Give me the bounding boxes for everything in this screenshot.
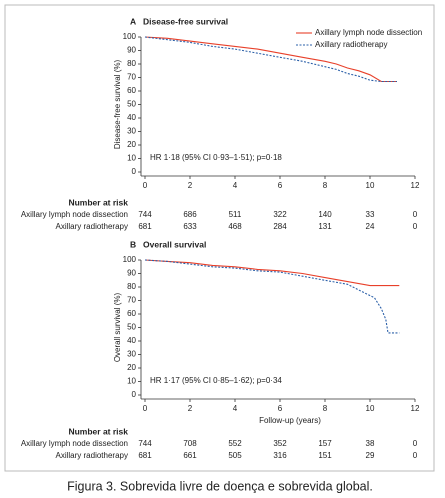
y-tick-label: 40 — [127, 336, 136, 345]
risk-count: 24 — [366, 222, 375, 231]
y-tick-label: 80 — [127, 59, 136, 68]
chart-title: Disease-free survival — [143, 16, 228, 26]
chart-title: Overall survival — [143, 239, 206, 249]
x-axis-label: Follow-up (years) — [259, 416, 321, 425]
y-tick-label: 80 — [127, 282, 136, 291]
y-axis-label: Overall survival (%) — [113, 292, 122, 362]
panel-label: A — [130, 16, 136, 26]
x-tick-label: 4 — [233, 181, 238, 190]
risk-count: 151 — [318, 451, 332, 460]
risk-row-label: Axillary lymph node dissection — [21, 210, 128, 219]
y-tick-label: 10 — [127, 377, 136, 386]
risk-count: 29 — [366, 451, 375, 460]
risk-row-label: Axillary radiotherapy — [56, 451, 128, 460]
survival-curve — [144, 36, 397, 83]
x-tick-label: 12 — [411, 181, 420, 190]
y-tick-label: 50 — [127, 323, 136, 332]
risk-count: 511 — [229, 210, 242, 219]
risk-title: Number at risk — [68, 426, 128, 436]
risk-count: 681 — [138, 222, 152, 231]
risk-count: 633 — [183, 222, 197, 231]
x-tick-label: 12 — [411, 404, 420, 413]
y-tick-label: 60 — [127, 309, 136, 318]
risk-count: 681 — [138, 451, 152, 460]
risk-count: 0 — [413, 210, 418, 219]
y-tick-label: 100 — [123, 32, 137, 41]
x-tick-label: 8 — [323, 181, 328, 190]
x-tick-label: 6 — [278, 181, 283, 190]
risk-row-label: Axillary lymph node dissection — [21, 439, 128, 448]
risk-count: 744 — [138, 439, 152, 448]
y-tick-label: 50 — [127, 100, 136, 109]
risk-count: 468 — [228, 222, 242, 231]
risk-count: 316 — [273, 451, 287, 460]
risk-count: 157 — [318, 439, 332, 448]
y-tick-label: 20 — [127, 140, 136, 149]
survival-curve — [144, 259, 400, 287]
risk-count: 661 — [183, 451, 197, 460]
y-tick-label: 60 — [127, 86, 136, 95]
y-tick-label: 0 — [132, 390, 137, 399]
x-tick-label: 0 — [143, 404, 148, 413]
risk-count: 38 — [366, 439, 375, 448]
risk-count: 140 — [318, 210, 332, 219]
risk-count: 0 — [413, 451, 418, 460]
y-tick-label: 90 — [127, 46, 136, 55]
y-axis-label: Disease-free survival (%) — [113, 59, 122, 149]
risk-title: Number at risk — [68, 197, 128, 207]
y-tick-label: 30 — [127, 127, 136, 136]
survival-curve — [144, 259, 400, 334]
x-tick-label: 10 — [366, 404, 375, 413]
risk-count: 552 — [228, 439, 242, 448]
risk-count: 322 — [273, 210, 287, 219]
risk-count: 352 — [273, 439, 287, 448]
legend-label: Axillary lymph node dissection — [315, 28, 422, 37]
risk-count: 33 — [366, 210, 375, 219]
x-tick-label: 4 — [233, 404, 238, 413]
legend-label: Axillary radiotherapy — [315, 40, 387, 49]
annotation: HR 1·18 (95% CI 0·93–1·51); p=0·18 — [150, 153, 282, 162]
risk-count: 0 — [413, 439, 418, 448]
y-tick-label: 70 — [127, 296, 136, 305]
y-tick-label: 100 — [123, 255, 137, 264]
y-tick-label: 10 — [127, 154, 136, 163]
x-tick-label: 10 — [366, 181, 375, 190]
risk-count: 131 — [318, 222, 332, 231]
y-tick-label: 30 — [127, 350, 136, 359]
risk-count: 744 — [138, 210, 152, 219]
risk-count: 708 — [183, 439, 197, 448]
frame — [4, 4, 435, 472]
y-tick-label: 70 — [127, 73, 136, 82]
x-tick-label: 6 — [278, 404, 283, 413]
x-tick-label: 8 — [323, 404, 328, 413]
risk-count: 505 — [228, 451, 242, 460]
risk-count: 686 — [183, 210, 197, 219]
y-tick-label: 20 — [127, 363, 136, 372]
risk-count: 284 — [273, 222, 287, 231]
risk-row-label: Axillary radiotherapy — [56, 222, 128, 231]
x-tick-label: 0 — [143, 181, 148, 190]
x-tick-label: 2 — [188, 404, 193, 413]
y-tick-label: 90 — [127, 269, 136, 278]
x-tick-label: 2 — [188, 181, 193, 190]
y-tick-label: 40 — [127, 113, 136, 122]
annotation: HR 1·17 (95% CI 0·85–1·62); p=0·34 — [150, 376, 282, 385]
survival-curve — [144, 36, 397, 83]
risk-count: 0 — [413, 222, 418, 231]
y-tick-label: 0 — [132, 167, 137, 176]
panel-label: B — [130, 239, 136, 249]
caption: Figura 3. Sobrevida livre de doença e so… — [67, 479, 373, 493]
